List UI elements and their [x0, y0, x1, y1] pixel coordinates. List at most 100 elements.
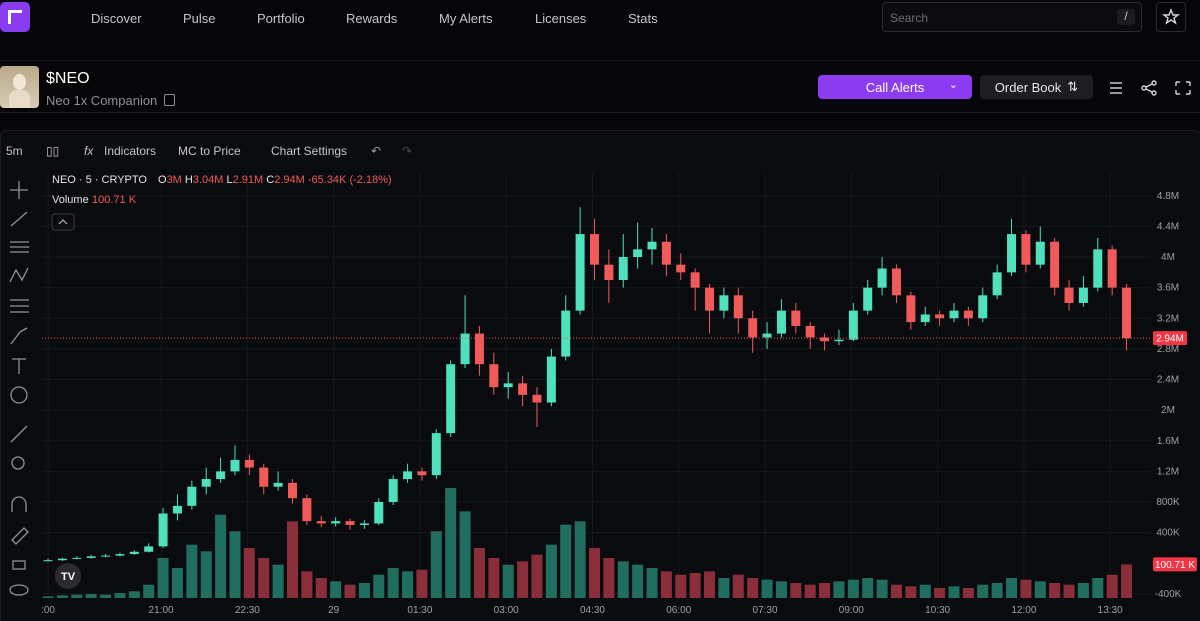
- candle-body: [216, 471, 226, 480]
- candle-body: [834, 339, 844, 342]
- volume-bar: [114, 593, 126, 598]
- lock-tool[interactable]: [12, 560, 26, 570]
- volume-bar: [689, 573, 701, 598]
- candle-body: [633, 249, 643, 258]
- x-tick-label: 03:00: [494, 605, 519, 616]
- volume-bar: [315, 578, 327, 598]
- toolbar-button[interactable]: MC to Price: [178, 144, 241, 158]
- candle-body: [820, 337, 830, 342]
- y-tick-label: 1.6M: [1157, 436, 1179, 447]
- chevron: ⌄: [948, 79, 958, 91]
- drawing-tools: [9, 181, 29, 596]
- volume-bar: [358, 583, 370, 598]
- visibility-tool[interactable]: [9, 584, 29, 596]
- tv-logo[interactable]: [55, 563, 81, 589]
- brush-tool[interactable]: [10, 327, 28, 345]
- y-tick-label: 4.4M: [1157, 221, 1179, 232]
- nav-link[interactable]: Discover: [91, 11, 142, 26]
- volume-bar: [1006, 578, 1018, 598]
- candle-body: [589, 234, 599, 265]
- y-tick-label: 800K: [1156, 497, 1180, 508]
- candle-body: [690, 272, 700, 288]
- candle-body: [230, 459, 240, 472]
- call-alerts-button[interactable]: Call Alerts ⌄: [818, 75, 972, 99]
- lines-tool[interactable]: [10, 241, 29, 253]
- candle-body: [848, 310, 858, 340]
- crosshair-tool[interactable]: [10, 181, 28, 199]
- favorite-button[interactable]: [1156, 2, 1186, 32]
- nav-link[interactable]: Licenses: [535, 11, 587, 26]
- candle-body: [43, 560, 53, 562]
- volume-legend-value: 100.71 K: [92, 194, 137, 206]
- lock-drawing-tool[interactable]: [11, 527, 29, 545]
- collapse-button[interactable]: [51, 213, 75, 231]
- settings-icon[interactable]: [1110, 82, 1122, 94]
- ruler-tool[interactable]: [10, 425, 28, 443]
- nav-link[interactable]: Pulse: [183, 11, 216, 26]
- magnet-tool[interactable]: [11, 496, 27, 512]
- logo-mark: [8, 10, 22, 24]
- candle-body: [1122, 287, 1132, 339]
- nav-link[interactable]: Portfolio: [257, 11, 305, 26]
- search-box[interactable]: Search /: [882, 2, 1142, 32]
- nav-link[interactable]: My Alerts: [439, 11, 493, 26]
- button-label: Call Alerts: [865, 79, 925, 95]
- order-book-button[interactable]: Order Book ⇅: [980, 75, 1093, 99]
- avatar-figure: [9, 90, 30, 108]
- emoji-tool[interactable]: [10, 386, 28, 404]
- toolbar-button[interactable]: Indicators: [104, 144, 157, 158]
- volume-bar: [560, 524, 572, 598]
- candle-body: [561, 310, 571, 357]
- candle-body: [978, 295, 988, 319]
- candle-body: [532, 394, 542, 403]
- grid: [42, 172, 1150, 600]
- candle-body: [705, 287, 715, 311]
- nav-link[interactable]: Rewards: [346, 11, 398, 26]
- toolbar-button[interactable]: Chart Settings: [271, 144, 348, 158]
- x-tick-label: 12:00: [1011, 605, 1036, 616]
- pattern-tool[interactable]: [9, 267, 29, 283]
- search-placeholder: Search: [890, 11, 929, 25]
- candle-body: [676, 264, 686, 273]
- candle-body: [618, 257, 628, 280]
- logo[interactable]: [0, 2, 30, 32]
- chart-panel: [0, 130, 1200, 621]
- volume-bar: [229, 531, 241, 598]
- volume-bar: [660, 571, 672, 598]
- interval-button[interactable]: 5m: [6, 144, 23, 158]
- trendline-tool[interactable]: [10, 211, 28, 227]
- candle-body: [1007, 234, 1017, 273]
- y-tick-label: 4.8M: [1157, 191, 1179, 202]
- text-tool[interactable]: [12, 358, 26, 374]
- redo-icon[interactable]: ↷: [402, 144, 413, 158]
- candle-body: [446, 364, 456, 434]
- volume-bar: [42, 596, 54, 598]
- fullscreen-icon[interactable]: [1175, 81, 1191, 95]
- candle-body: [244, 459, 254, 468]
- volume-bar: [574, 521, 586, 598]
- share-icon[interactable]: [1141, 80, 1157, 96]
- x-tick-label: 10:30: [925, 605, 950, 616]
- volume-label: 100.71 K: [1155, 560, 1195, 571]
- undo-icon[interactable]: ↶: [371, 144, 382, 158]
- candle-body: [733, 295, 743, 319]
- nav-link[interactable]: Stats: [628, 11, 658, 26]
- chart: 4.8M 4.4M 4M 3.6M 3.2M 2.8M 2.4M 2M 1.6M 1.2M 800K…: [41, 172, 1197, 616]
- star-icon: [1161, 8, 1181, 25]
- zoom-tool[interactable]: [11, 456, 25, 470]
- ohlc-key: C: [266, 174, 274, 186]
- candle-body: [172, 505, 182, 514]
- ohlc-change: -65.34K (-2.18%): [308, 174, 392, 186]
- volume-bar: [1020, 579, 1032, 598]
- ohlc-value: 3M: [167, 174, 182, 186]
- volume-bar: [617, 561, 629, 598]
- copy-icon[interactable]: [164, 94, 175, 106]
- candle-body: [1050, 241, 1060, 288]
- volume-bar: [301, 571, 313, 598]
- candle-type-icon[interactable]: ▯▯: [46, 144, 60, 158]
- fib-tool[interactable]: [10, 299, 29, 313]
- candle-body: [935, 314, 945, 319]
- volume-bar: [186, 544, 198, 598]
- volume-legend: Volume: [52, 194, 89, 206]
- candle-body: [144, 546, 154, 552]
